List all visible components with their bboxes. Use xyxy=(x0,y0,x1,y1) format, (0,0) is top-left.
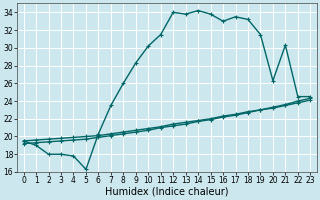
X-axis label: Humidex (Indice chaleur): Humidex (Indice chaleur) xyxy=(105,187,229,197)
